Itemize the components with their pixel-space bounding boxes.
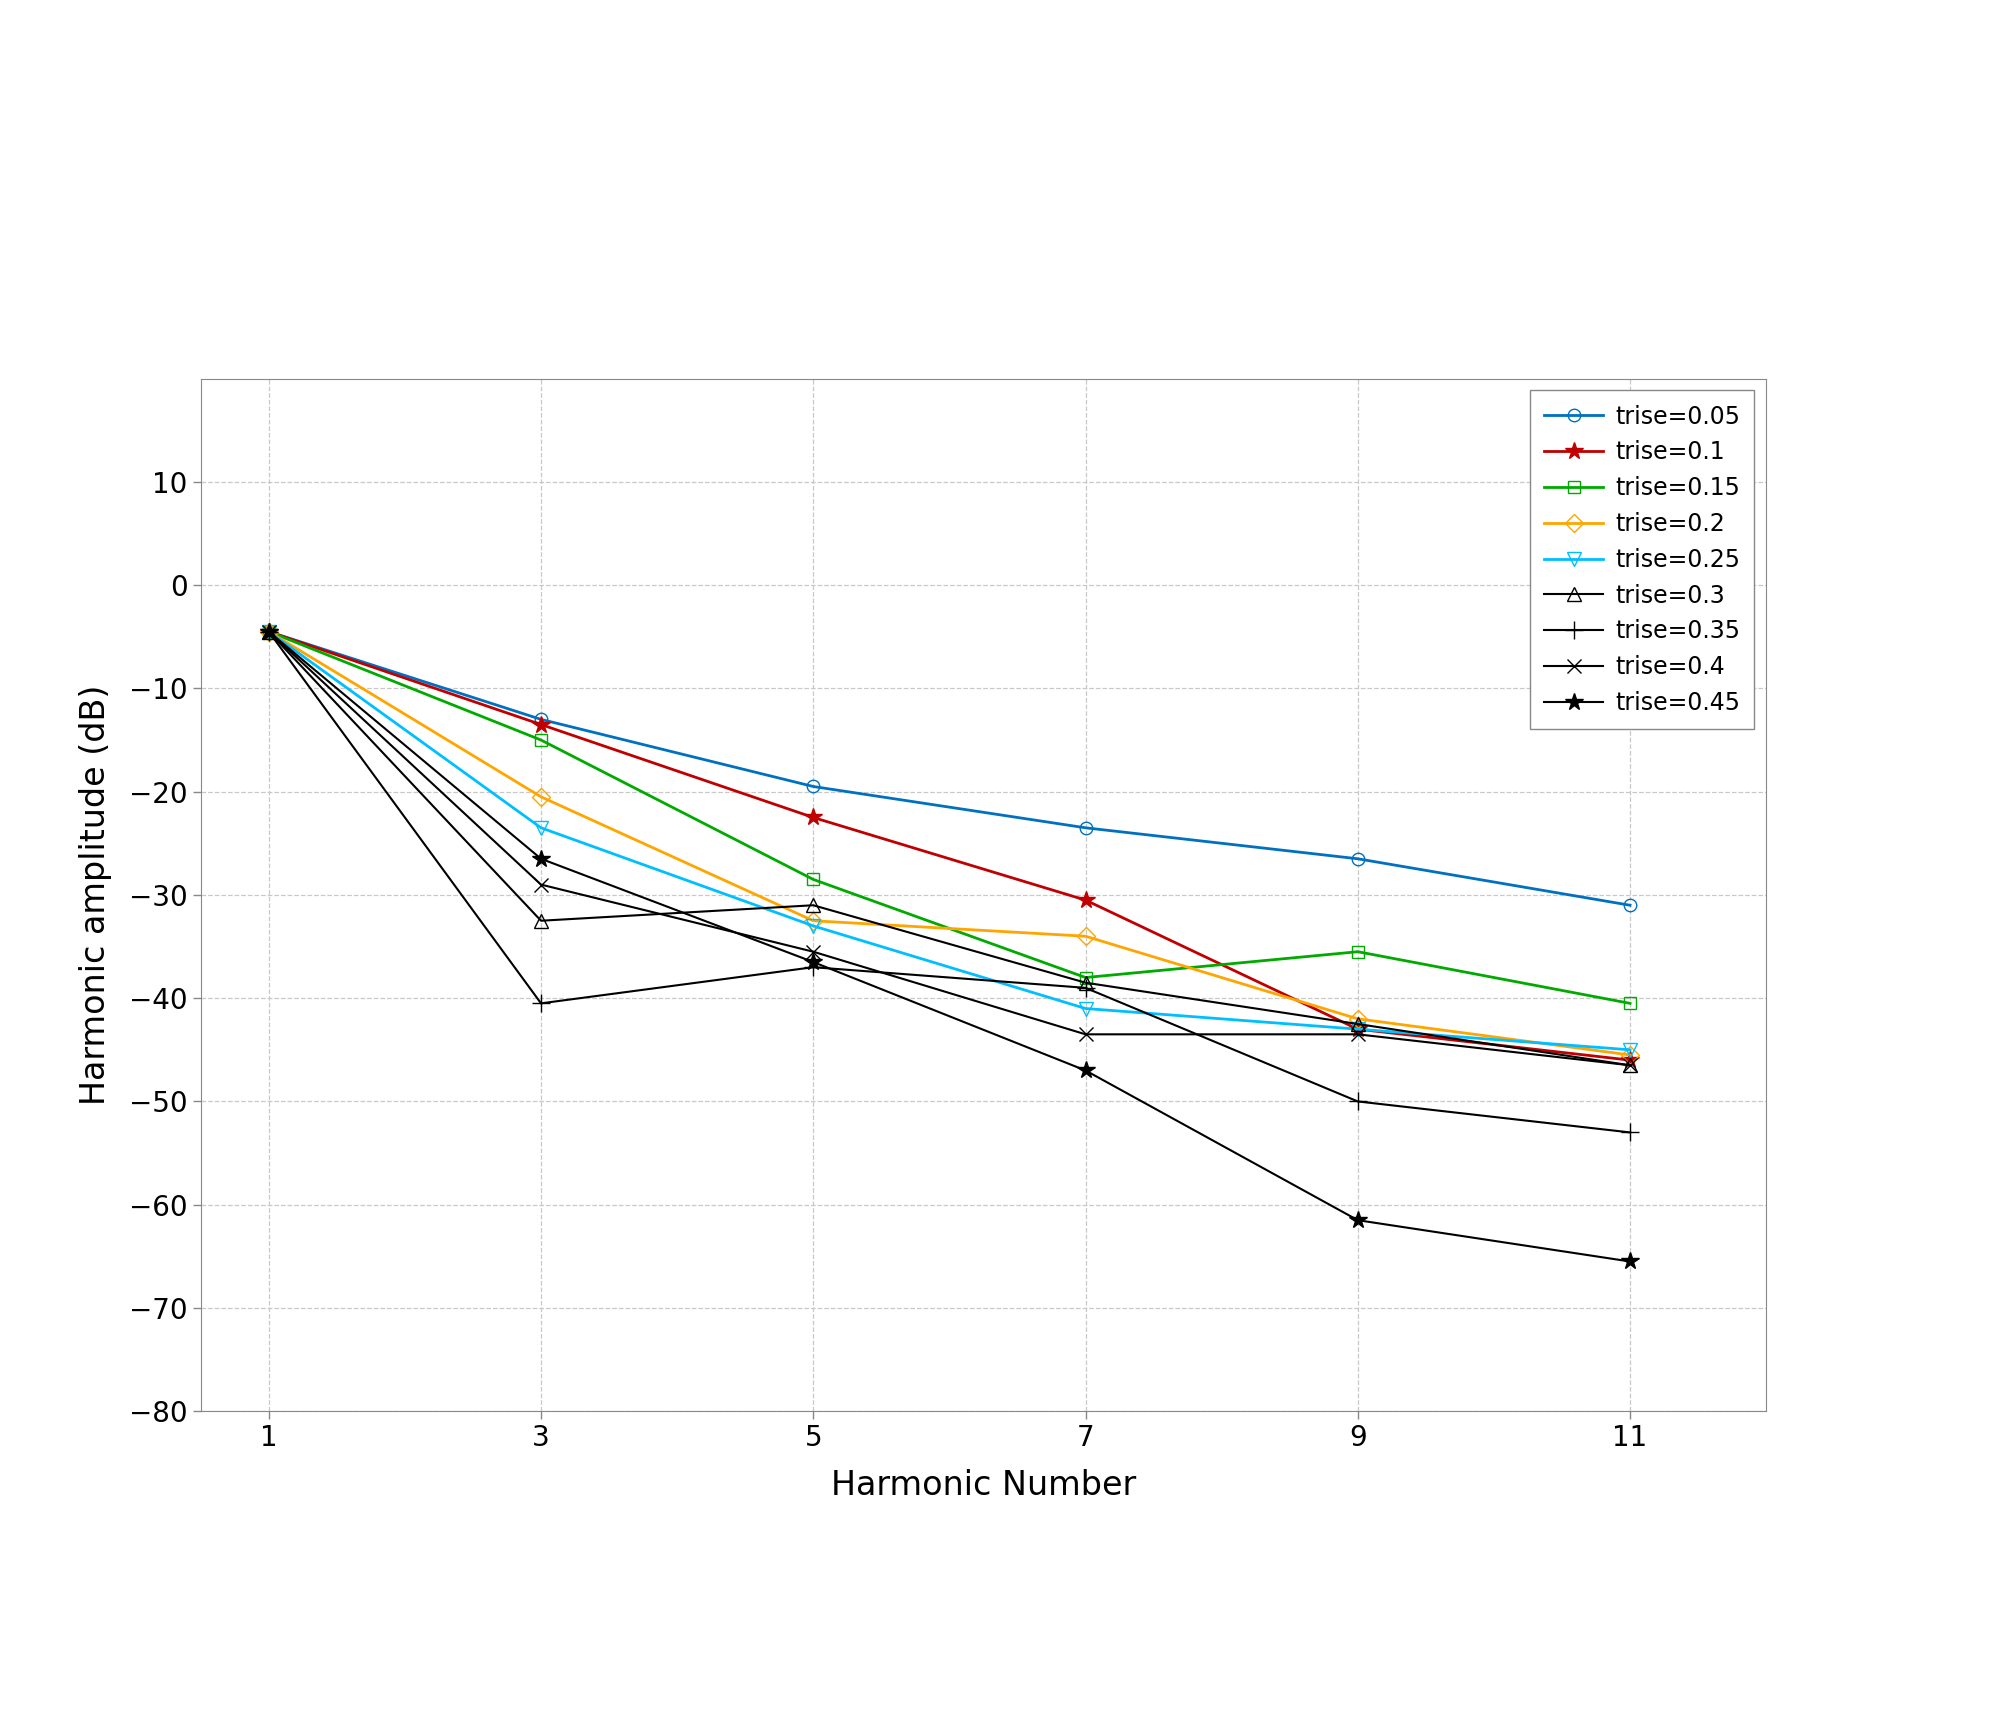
- trise=0.45: [1074, 1060, 1098, 1081]
- trise=0.45: [1347, 1210, 1371, 1231]
- trise=0.25: [530, 817, 554, 838]
- trise=0.3: [1618, 1055, 1642, 1076]
- trise=0.25: [257, 621, 281, 642]
- trise=0.1: [257, 621, 281, 642]
- trise=0.3: [801, 895, 825, 916]
- Line: trise=0.45: trise=0.45: [259, 623, 1640, 1270]
- trise=0.15: [801, 869, 825, 890]
- trise=0.4: [1347, 1024, 1371, 1045]
- trise=0.25: [1618, 1039, 1642, 1060]
- trise=0.35: [801, 957, 825, 978]
- trise=0.1: [1618, 1050, 1642, 1070]
- trise=0.2: [1347, 1009, 1371, 1029]
- trise=0.15: [1347, 941, 1371, 962]
- Line: trise=0.3: trise=0.3: [261, 625, 1638, 1072]
- trise=0.15: [257, 621, 281, 642]
- trise=0.25: [1347, 1019, 1371, 1039]
- trise=0.15: [1074, 967, 1098, 988]
- X-axis label: Harmonic Number: Harmonic Number: [831, 1470, 1136, 1502]
- trise=0.3: [257, 621, 281, 642]
- trise=0.05: [1074, 817, 1098, 838]
- trise=0.35: [1618, 1122, 1642, 1143]
- trise=0.45: [801, 952, 825, 972]
- trise=0.25: [801, 916, 825, 936]
- trise=0.15: [1618, 993, 1642, 1014]
- trise=0.2: [1074, 926, 1098, 947]
- trise=0.05: [530, 709, 554, 730]
- trise=0.45: [257, 621, 281, 642]
- trise=0.35: [1347, 1091, 1371, 1112]
- trise=0.1: [801, 807, 825, 828]
- trise=0.4: [801, 941, 825, 962]
- trise=0.45: [1618, 1251, 1642, 1272]
- trise=0.05: [257, 621, 281, 642]
- trise=0.35: [1074, 978, 1098, 998]
- trise=0.05: [801, 776, 825, 797]
- Line: trise=0.35: trise=0.35: [259, 623, 1640, 1141]
- Line: trise=0.15: trise=0.15: [263, 625, 1636, 1010]
- trise=0.35: [530, 993, 554, 1014]
- trise=0.3: [1347, 1014, 1371, 1034]
- trise=0.1: [530, 714, 554, 735]
- trise=0.2: [530, 786, 554, 807]
- Line: trise=0.2: trise=0.2: [263, 625, 1636, 1062]
- trise=0.2: [1618, 1045, 1642, 1065]
- trise=0.4: [1074, 1024, 1098, 1045]
- trise=0.45: [530, 848, 554, 869]
- Line: trise=0.1: trise=0.1: [259, 623, 1640, 1069]
- trise=0.4: [257, 621, 281, 642]
- trise=0.1: [1074, 890, 1098, 910]
- trise=0.25: [1074, 998, 1098, 1019]
- trise=0.3: [530, 910, 554, 931]
- trise=0.05: [1347, 848, 1371, 869]
- trise=0.1: [1347, 1019, 1371, 1039]
- trise=0.05: [1618, 895, 1642, 916]
- Line: trise=0.05: trise=0.05: [263, 625, 1636, 912]
- Y-axis label: Harmonic amplitude (dB): Harmonic amplitude (dB): [78, 685, 112, 1105]
- trise=0.4: [530, 874, 554, 895]
- trise=0.2: [801, 910, 825, 931]
- trise=0.3: [1074, 972, 1098, 993]
- trise=0.35: [257, 621, 281, 642]
- Line: trise=0.25: trise=0.25: [261, 625, 1638, 1057]
- trise=0.15: [530, 730, 554, 750]
- Legend: trise=0.05, trise=0.1, trise=0.15, trise=0.2, trise=0.25, trise=0.3, trise=0.35,: trise=0.05, trise=0.1, trise=0.15, trise…: [1529, 391, 1754, 730]
- Line: trise=0.4: trise=0.4: [261, 625, 1638, 1072]
- trise=0.2: [257, 621, 281, 642]
- trise=0.4: [1618, 1055, 1642, 1076]
